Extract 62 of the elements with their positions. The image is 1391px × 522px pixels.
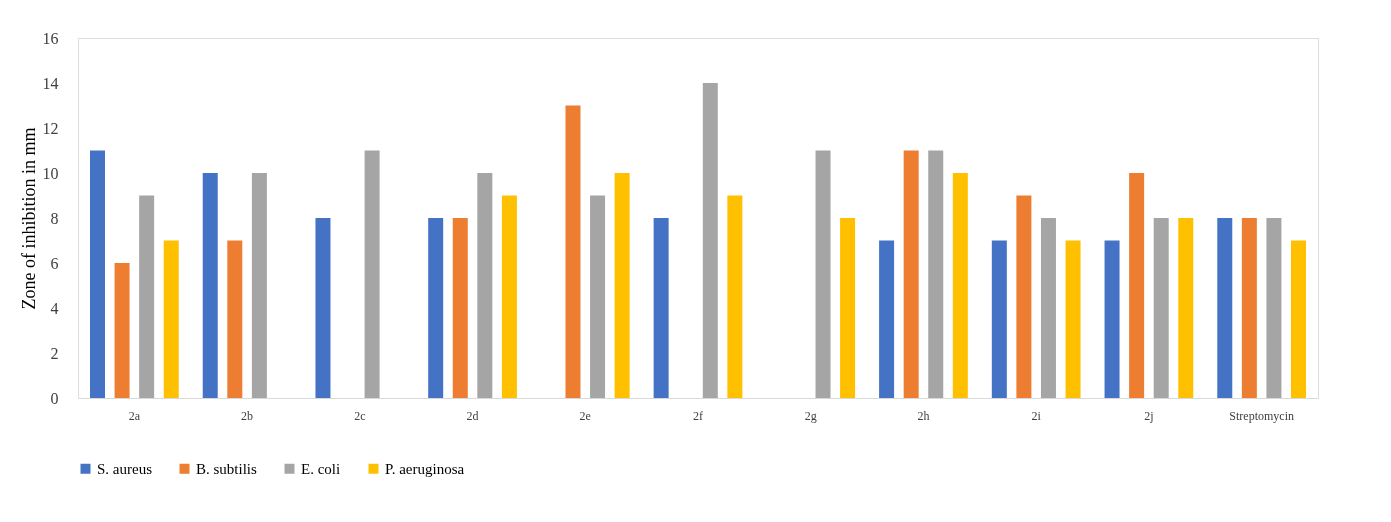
- y-tick-label: 10: [42, 164, 59, 182]
- bar: [364, 150, 380, 398]
- bar: [202, 173, 218, 398]
- bar: [1241, 218, 1257, 398]
- bar: [614, 173, 630, 398]
- bar: [928, 150, 944, 398]
- bar: [1291, 240, 1306, 398]
- x-tick-label: 2d: [466, 408, 479, 423]
- bar: [1178, 218, 1194, 398]
- y-tick-label: 2: [50, 344, 59, 362]
- y-axis-title: Zone of inhibition in mm: [18, 127, 39, 310]
- x-tick-label: 2h: [917, 408, 930, 423]
- bar: [590, 195, 606, 398]
- bar: [1040, 218, 1056, 398]
- bar: [1065, 240, 1081, 398]
- bar: [163, 240, 179, 398]
- bar: [879, 240, 895, 398]
- bar: [653, 218, 669, 398]
- bar: [477, 173, 493, 398]
- bar: [1153, 218, 1169, 398]
- bar: [815, 150, 831, 398]
- x-tick-label: 2c: [354, 408, 366, 423]
- y-tick-label: 0: [50, 389, 59, 407]
- bar: [90, 150, 105, 398]
- legend-label: S. aureus: [97, 460, 153, 477]
- bar: [1266, 218, 1282, 398]
- bar: [114, 263, 130, 398]
- bar: [251, 173, 267, 398]
- bar: [428, 218, 444, 398]
- bar: [1016, 195, 1032, 398]
- legend-label: E. coli: [301, 460, 341, 477]
- bar: [727, 195, 743, 398]
- x-tick-label: 2b: [241, 408, 254, 423]
- x-tick-label: 2j: [1144, 408, 1154, 423]
- bar: [702, 83, 718, 398]
- bar: [1217, 218, 1233, 398]
- legend-label: B. subtilis: [196, 460, 258, 477]
- y-tick-label: 16: [42, 29, 59, 47]
- y-tick-label: 8: [50, 209, 59, 227]
- bar: [952, 173, 968, 398]
- x-tick-label: 2e: [579, 408, 591, 423]
- bar: [139, 195, 155, 398]
- bar: [227, 240, 243, 398]
- bar: [565, 105, 581, 398]
- bar: [452, 218, 468, 398]
- legend-label: P. aeruginosa: [385, 460, 465, 477]
- bar: [501, 195, 517, 398]
- bar: [315, 218, 331, 398]
- y-tick-label: 6: [50, 254, 59, 272]
- bar: [1129, 173, 1145, 398]
- bar: [991, 240, 1007, 398]
- bar: [903, 150, 919, 398]
- x-tick-label: 2f: [693, 408, 703, 423]
- y-tick-label: 14: [42, 74, 59, 92]
- bar: [1104, 240, 1120, 398]
- x-tick-label: 2a: [128, 408, 141, 423]
- y-tick-label: 12: [42, 119, 59, 137]
- y-tick-label: 4: [50, 299, 59, 317]
- bar: [840, 218, 856, 398]
- x-tick-label: 2i: [1031, 408, 1042, 423]
- x-tick-label: 2g: [804, 408, 817, 423]
- x-tick-label: Streptomycin: [1229, 408, 1294, 423]
